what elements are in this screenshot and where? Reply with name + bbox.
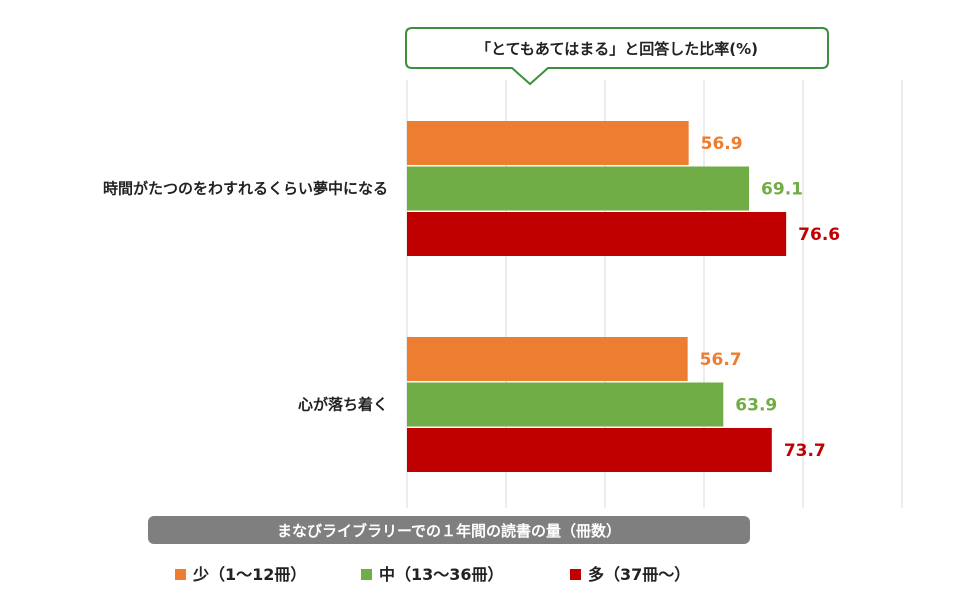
chart-title-callout: 「とてもあてはまる」と回答した比率(%)	[405, 27, 829, 86]
legend-swatch	[361, 569, 372, 580]
bar	[407, 212, 787, 256]
value-label: 56.9	[701, 134, 743, 154]
legend-swatch	[570, 569, 581, 580]
bar	[407, 121, 689, 165]
value-label: 69.1	[761, 180, 803, 200]
value-label: 73.7	[784, 441, 826, 461]
caption-band-bg	[148, 516, 750, 544]
bar	[407, 428, 772, 472]
bar	[407, 337, 688, 381]
legend-entry: 中（13～36冊）	[379, 565, 504, 584]
value-label: 76.6	[798, 225, 840, 245]
legend-entry: 多（37冊～）	[588, 565, 690, 584]
value-labels: 56.9 69.1 76.6 56.7 63.9 73.7	[700, 134, 840, 461]
value-label: 63.9	[735, 396, 777, 416]
legend-entry: 少（1～12冊）	[192, 565, 306, 584]
bar	[407, 166, 750, 211]
value-label: 56.7	[700, 350, 742, 370]
bars	[407, 121, 787, 472]
x-axis-label: まなびライブラリーでの１年間の読書の量（冊数）	[277, 522, 621, 540]
category-label: 時間がたつのをわすれるくらい夢中になる	[103, 180, 388, 198]
legend-swatch	[175, 569, 186, 580]
category-label: 心が落ち着く	[298, 396, 388, 414]
chart-title: 「とてもあてはまる」と回答した比率(%)	[476, 40, 758, 58]
callout-box	[405, 27, 829, 86]
legend: 少（1～12冊） 中（13～36冊） 多（37冊～）	[175, 565, 690, 584]
bar	[407, 382, 724, 427]
x-axis-caption-band: まなびライブラリーでの１年間の読書の量（冊数）	[148, 516, 750, 544]
